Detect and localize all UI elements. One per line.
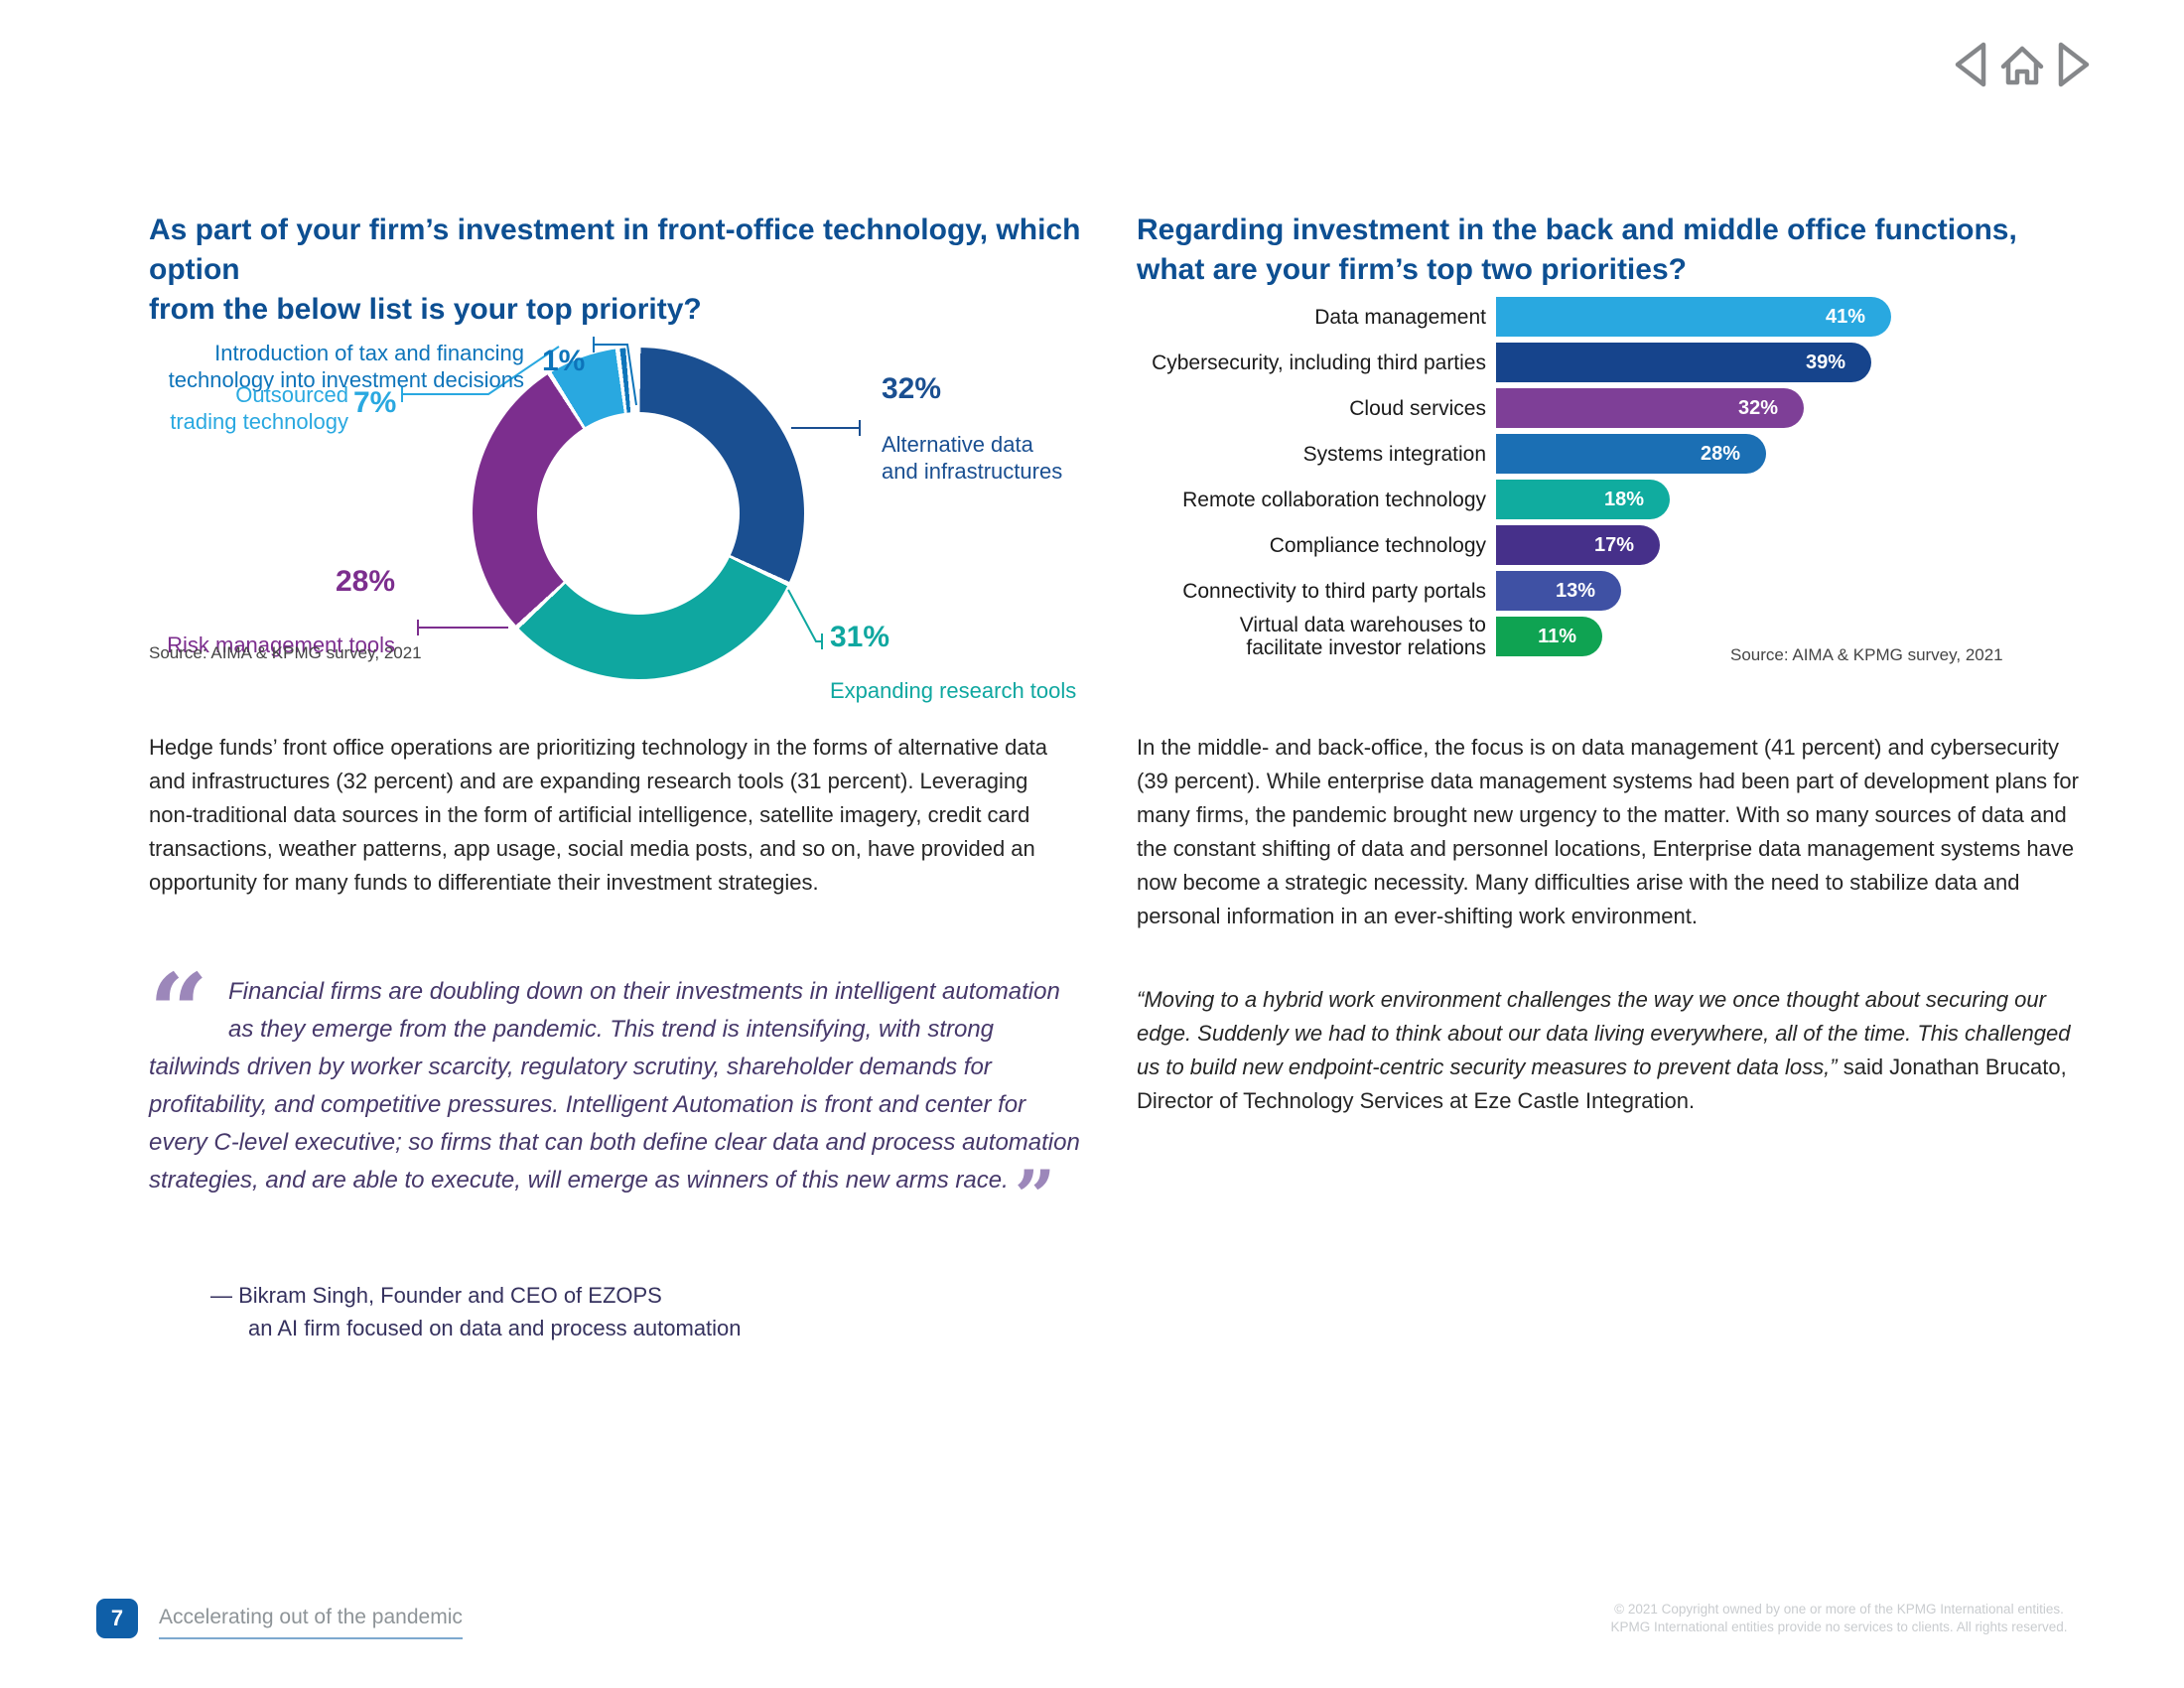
bar-label: Virtual data warehouses to facilitate in… <box>1239 614 1486 659</box>
bar-row: Compliance technology 17% <box>1137 522 1961 568</box>
bar: 39% <box>1496 343 1871 382</box>
bar: 17% <box>1496 525 1660 565</box>
donut-pct-outsourced: 7% <box>353 386 397 419</box>
right-quote-roman: said Jonathan Brucato, Director of Techn… <box>1137 1055 2067 1113</box>
bar-row: Cybersecurity, including third parties 3… <box>1137 340 1961 385</box>
bar: 13% <box>1496 571 1621 611</box>
bar-row: Cloud services 32% <box>1137 385 1961 431</box>
left-chart-title: As part of your firm’s investment in fro… <box>149 213 1081 326</box>
bar-value: 32% <box>1737 396 1778 419</box>
bar-label: Remote collaboration technology <box>1182 488 1486 511</box>
left-chart-source: Source: AIMA & KPMG survey, 2021 <box>149 643 422 662</box>
bar-value: 17% <box>1593 533 1634 556</box>
donut-chart <box>473 348 804 679</box>
bar: 28% <box>1496 434 1766 474</box>
left-paragraph: Hedge funds’ front office operations are… <box>149 735 1047 895</box>
bar-chart: Data management 41% Cybersecurity, inclu… <box>1137 294 1961 659</box>
copyright-notice: © 2021 Copyright owned by one or more of… <box>1588 1601 2090 1636</box>
home-icon[interactable] <box>2000 46 2044 85</box>
bar-row: Systems integration 28% <box>1137 431 1961 477</box>
bar-value: 39% <box>1805 351 1845 373</box>
footer-title: Accelerating out of the pandemic <box>159 1606 463 1639</box>
bar-value: 11% <box>1538 625 1576 647</box>
right-quote-italic: “Moving to a hybrid work environment cha… <box>1137 987 2071 1079</box>
bar-value: 41% <box>1825 305 1865 328</box>
donut-label-risk-management: 28% Risk management tools <box>167 565 395 658</box>
page-number-badge: 7 <box>96 1599 138 1638</box>
bar-row: Virtual data warehouses to facilitate in… <box>1137 614 1961 659</box>
bar-label: Cloud services <box>1349 396 1486 420</box>
pull-quote: “Financial firms are doubling down on th… <box>149 950 1087 1232</box>
previous-page-icon[interactable] <box>1955 42 1986 87</box>
bar: 32% <box>1496 388 1804 428</box>
bar-row: Remote collaboration technology 18% <box>1137 477 1961 522</box>
bar-value: 13% <box>1555 579 1595 602</box>
copyright-line1: © 2021 Copyright owned by one or more of… <box>1614 1602 2064 1617</box>
bar: 41% <box>1496 297 1891 337</box>
bar-row: Data management 41% <box>1137 294 1961 340</box>
donut-pct-tax-financing: 1% <box>542 345 586 377</box>
bar: 11% <box>1496 617 1602 656</box>
close-quote-icon: ” <box>1014 1154 1056 1238</box>
right-quote-paragraph: “Moving to a hybrid work environment cha… <box>1137 983 2085 1118</box>
right-paragraph: In the middle- and back-office, the focu… <box>1137 735 2079 928</box>
bar: 18% <box>1496 480 1670 519</box>
right-chart-source: Source: AIMA & KPMG survey, 2021 <box>1730 645 2003 664</box>
bar-row: Connectivity to third party portals 13% <box>1137 568 1961 614</box>
donut-label-alternative-data: 32% Alternative data and infrastructures <box>882 372 1063 485</box>
bar-label: Systems integration <box>1302 442 1486 466</box>
bar-label: Compliance technology <box>1269 533 1486 557</box>
quote-attribution: — Bikram Singh, Founder and CEO of EZOPS… <box>210 1279 742 1344</box>
donut-label-expanding-research: 31% Expanding research tools <box>830 621 1077 704</box>
bar-value: 18% <box>1603 488 1644 510</box>
attribution-line2: an AI firm focused on data and process a… <box>248 1316 742 1340</box>
bar-label: Cybersecurity, including third parties <box>1152 351 1486 374</box>
page-navigation <box>1948 36 2097 93</box>
donut-label-tax-financing: Introduction of tax and financing techno… <box>168 341 524 392</box>
pull-quote-text: Financial firms are doubling down on the… <box>149 978 1080 1194</box>
open-quote-icon: “ <box>149 950 208 1072</box>
next-page-icon[interactable] <box>2058 42 2090 87</box>
bar-label: Data management <box>1314 305 1486 329</box>
attribution-line1: — Bikram Singh, Founder and CEO of EZOPS <box>210 1283 662 1308</box>
right-chart-title: Regarding investment in the back and mid… <box>1137 213 2017 286</box>
bar-value: 28% <box>1700 442 1740 465</box>
bar-label: Connectivity to third party portals <box>1182 579 1486 603</box>
donut-label-outsourced: Outsourced trading technology <box>170 382 348 434</box>
copyright-line2: KPMG International entities provide no s… <box>1610 1619 2068 1634</box>
